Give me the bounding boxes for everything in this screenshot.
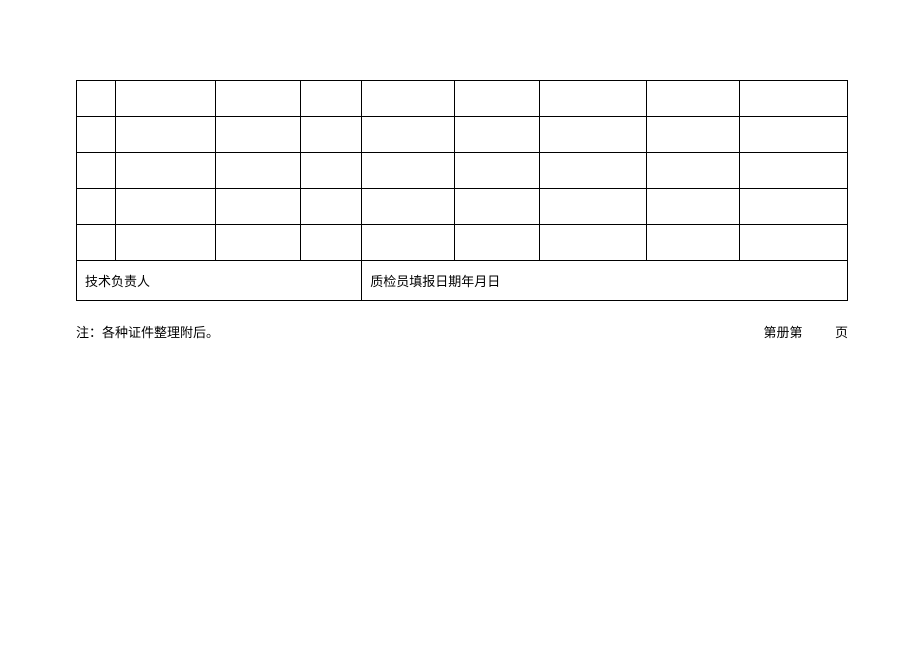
table-cell (740, 81, 848, 117)
table-cell (300, 225, 362, 261)
table-cell (454, 117, 539, 153)
table-cell (539, 189, 647, 225)
table-cell (647, 117, 740, 153)
form-table: 技术负责人 质检员填报日期年月日 (76, 80, 848, 301)
footnote-page-suffix: 页 (835, 325, 848, 340)
table-cell (362, 81, 455, 117)
table-cell (740, 225, 848, 261)
table-row (77, 189, 848, 225)
table-cell (647, 225, 740, 261)
footnote-book-prefix: 第册第 (763, 325, 802, 340)
table-row (77, 153, 848, 189)
table-cell (362, 189, 455, 225)
table-cell (362, 153, 455, 189)
page: 技术负责人 质检员填报日期年月日 注：各种证件整理附后。 第册第 页 (0, 0, 920, 650)
footnote-right: 第册第 页 (763, 322, 848, 341)
table-cell (740, 117, 848, 153)
table-cell (77, 81, 116, 117)
table-cell (215, 117, 300, 153)
footnote-page-gap (806, 325, 832, 340)
inspector-date-label: 质检员填报日期年月日 (362, 261, 848, 301)
table-cell (454, 225, 539, 261)
table-row (77, 81, 848, 117)
table-row (77, 117, 848, 153)
table-cell (215, 189, 300, 225)
table-cell (115, 189, 215, 225)
table-cell (539, 81, 647, 117)
table-cell (300, 81, 362, 117)
table-cell (215, 153, 300, 189)
tech-lead-label: 技术负责人 (77, 261, 362, 301)
table-cell (647, 189, 740, 225)
footnote: 注：各种证件整理附后。 第册第 页 (76, 322, 848, 341)
table-cell (740, 153, 848, 189)
table-row (77, 225, 848, 261)
footnote-left: 注：各种证件整理附后。 (76, 325, 219, 340)
table-cell (77, 225, 116, 261)
table-cell (362, 225, 455, 261)
table-cell (539, 225, 647, 261)
table-cell (454, 189, 539, 225)
table-cell (115, 81, 215, 117)
table-cell (115, 153, 215, 189)
table-cell (215, 81, 300, 117)
table-cell (539, 153, 647, 189)
table-cell (115, 225, 215, 261)
table-cell (647, 153, 740, 189)
table-cell (215, 225, 300, 261)
table-cell (300, 153, 362, 189)
form-table-wrap: 技术负责人 质检员填报日期年月日 (76, 80, 848, 301)
table-cell (300, 189, 362, 225)
table-cell (454, 81, 539, 117)
table-cell (77, 189, 116, 225)
table-cell (115, 117, 215, 153)
table-cell (77, 153, 116, 189)
table-cell (300, 117, 362, 153)
table-cell (740, 189, 848, 225)
table-cell (647, 81, 740, 117)
table-cell (77, 117, 116, 153)
table-cell (454, 153, 539, 189)
table-cell (362, 117, 455, 153)
table-footer-row: 技术负责人 质检员填报日期年月日 (77, 261, 848, 301)
table-cell (539, 117, 647, 153)
